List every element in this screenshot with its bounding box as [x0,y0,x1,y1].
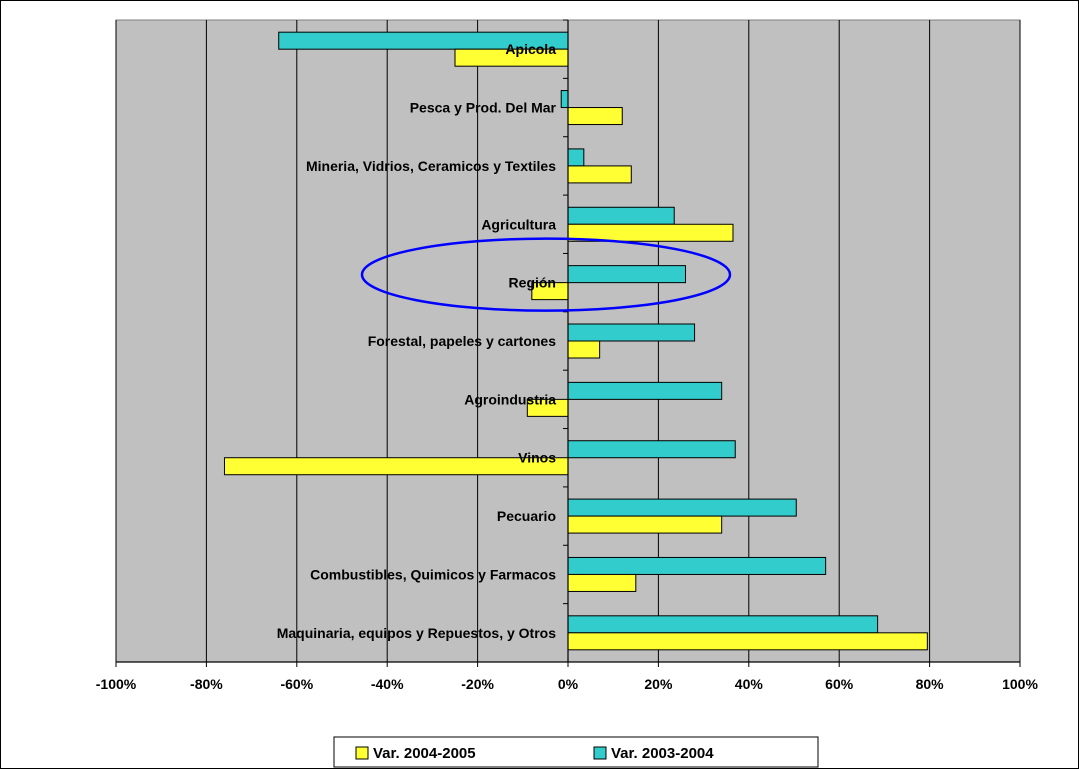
bar-var-2003-2004-5 [567,323,696,342]
bar-var-2004-2005-9 [567,573,637,592]
x-tick-label: 80% [916,676,945,692]
bars [223,31,928,651]
bar-var-2003-2004-6 [567,381,723,400]
category-label: Agroindustria [464,391,556,407]
x-tick-label: 20% [644,676,673,692]
bar-var-2004-2005-7 [223,457,569,476]
annotation [360,237,732,312]
bar-var-2003-2004-8 [567,498,797,517]
category-label: Pecuario [497,508,556,524]
legend-swatch [593,746,607,760]
category-label: Combustibles, Quimicos y Farmacos [310,566,556,582]
bar-var-2003-2004-1 [560,90,569,109]
legend-box [333,736,819,768]
category-label: Forestal, papeles y cartones [368,333,557,349]
x-tick-label: 100% [1002,676,1038,692]
x-tick-label: -80% [190,676,223,692]
bar-var-2003-2004-7 [567,440,736,459]
category-label: Región [509,275,556,291]
x-tick-label: 40% [735,676,764,692]
bar-var-2004-2005-8 [567,515,723,534]
legend-swatch [355,746,369,760]
bar-var-2003-2004-10 [567,615,879,634]
x-tick-label: -40% [371,676,404,692]
x-tick-label: 0% [558,676,579,692]
category-label: Vinos [518,450,556,466]
legend: Var. 2004-2005 Var. 2003-2004 [333,736,819,768]
bar-var-2004-2005-10 [567,632,928,651]
highlight-ellipse [360,237,732,312]
bar-var-2004-2005-1 [567,107,623,126]
category-label: Maquinaria, equipos y Repuestos, y Otros [277,625,556,641]
bar-var-2004-2005-5 [567,340,601,359]
bar-var-2003-2004-3 [567,206,675,225]
category-label: Apicola [505,41,556,57]
x-tick-label: -60% [280,676,313,692]
axes [115,19,1021,667]
legend-label: Var. 2003-2004 [611,745,714,762]
category-label: Mineria, Vidrios, Ceramicos y Textiles [306,158,556,174]
category-label: Agricultura [481,216,556,232]
x-tick-label: -100% [96,676,137,692]
x-tick-labels: -100% -80% -60% -40% -20% 0% 20% 40% 60% 80% 100% [96,676,1039,692]
x-tick-label: 60% [825,676,854,692]
x-tick-label: -20% [461,676,494,692]
bar-var-2003-2004-9 [567,556,827,575]
legend-label: Var. 2004-2005 [373,745,476,762]
bar-var-2003-2004-4 [567,265,687,284]
category-label: Pesca y Prod. Del Mar [410,100,557,116]
bar-var-2003-2004-2 [567,148,585,167]
bar-var-2004-2005-2 [567,165,632,184]
category-labels: Apicola Pesca y Prod. Del Mar Mineria, Vid… [277,41,557,641]
